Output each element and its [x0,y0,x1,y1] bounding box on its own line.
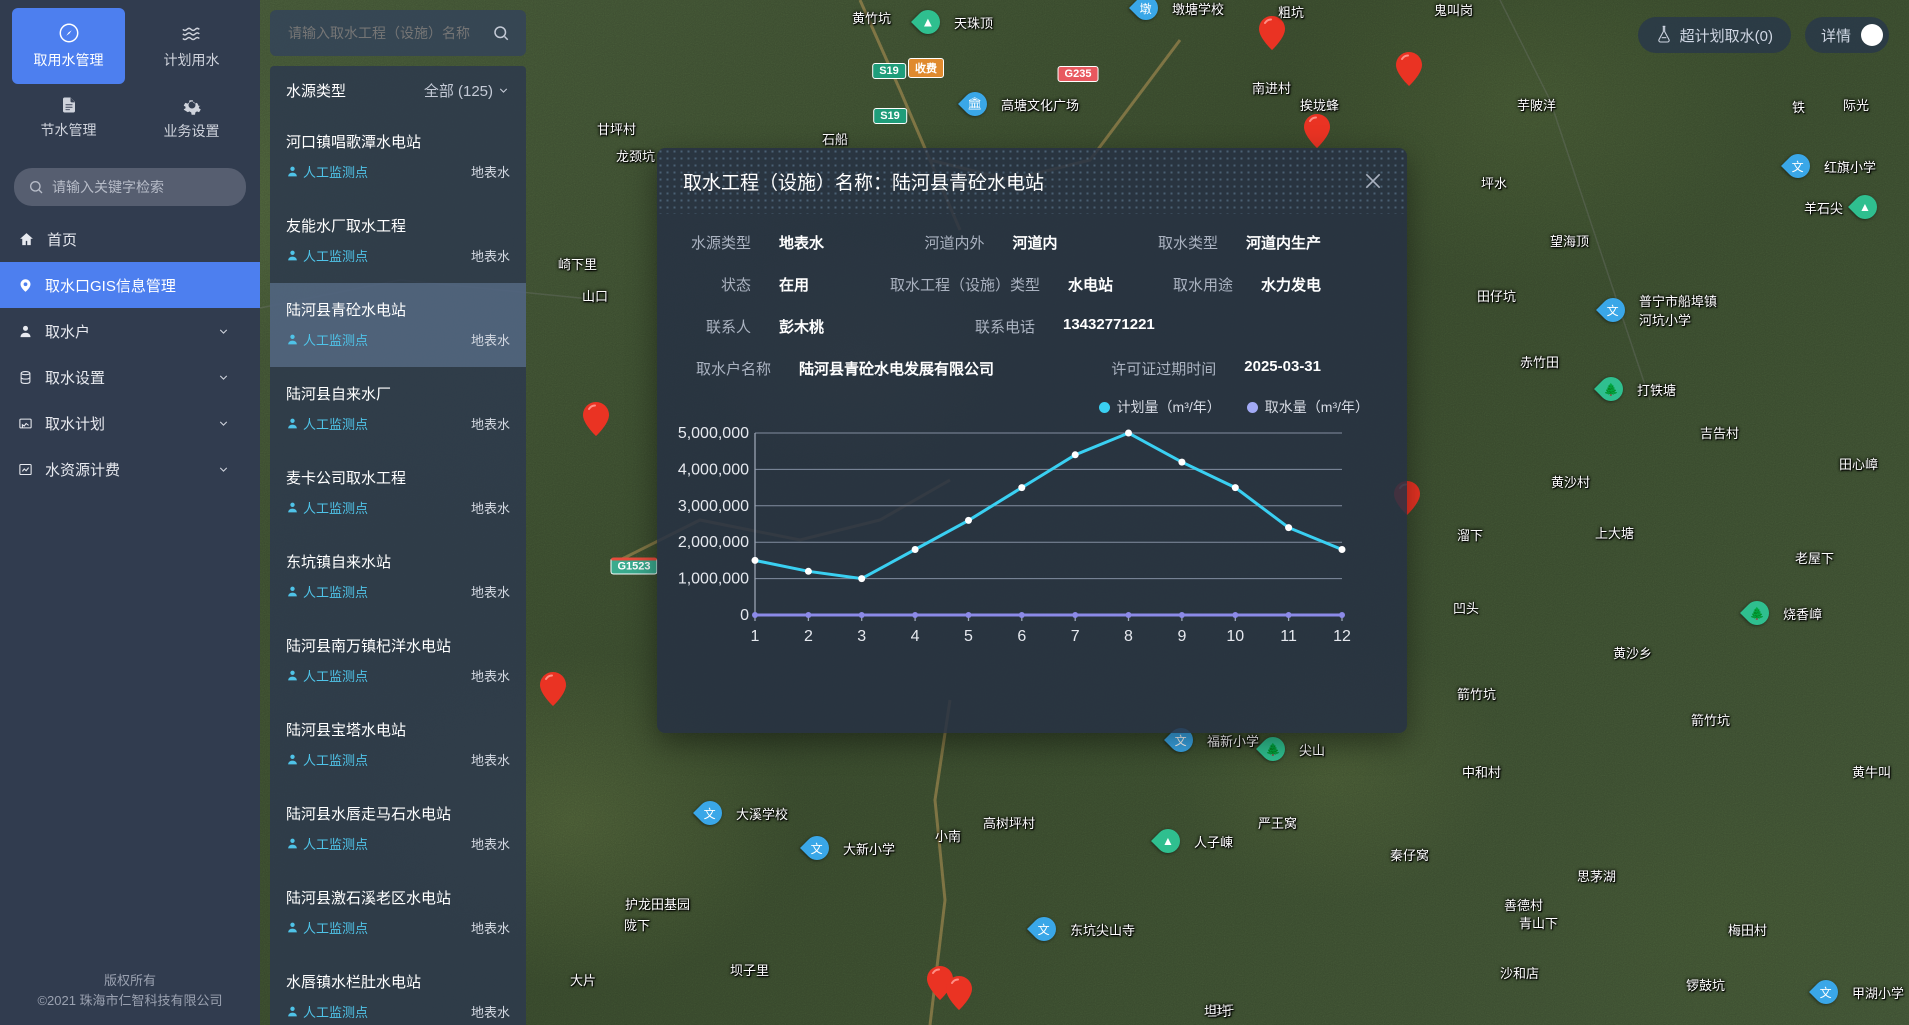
svg-text:5,000,000: 5,000,000 [678,425,749,442]
svg-text:11: 11 [1280,628,1297,645]
svg-text:10: 10 [1226,628,1244,645]
svg-text:8: 8 [1124,628,1133,645]
svg-text:3: 3 [857,628,866,645]
svg-text:1,000,000: 1,000,000 [678,571,749,588]
svg-text:3,000,000: 3,000,000 [678,498,749,515]
svg-text:4,000,000: 4,000,000 [678,461,749,478]
svg-text:1: 1 [751,628,760,645]
svg-text:6: 6 [1017,628,1026,645]
svg-text:5: 5 [964,628,973,645]
svg-text:0: 0 [740,607,749,624]
svg-text:12: 12 [1333,628,1351,645]
svg-text:7: 7 [1071,628,1080,645]
svg-text:4: 4 [911,628,920,645]
svg-text:2,000,000: 2,000,000 [678,534,749,551]
svg-text:2: 2 [804,628,813,645]
svg-text:9: 9 [1177,628,1186,645]
